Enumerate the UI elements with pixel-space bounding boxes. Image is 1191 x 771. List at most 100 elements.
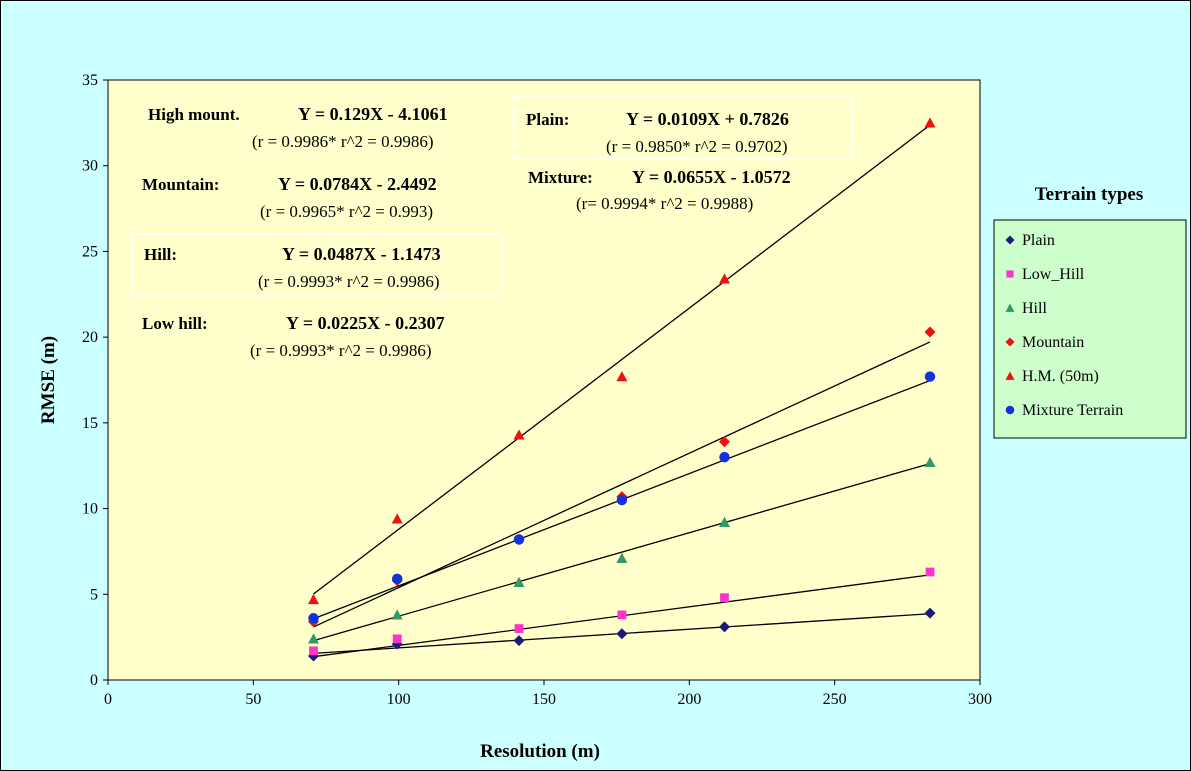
annotation-low-hill-formula: Y = 0.0225X - 0.2307 [286, 313, 445, 333]
annotation-hill-formula: Y = 0.0487X - 1.1473 [282, 244, 441, 264]
point-hill [513, 576, 525, 587]
point-low-hill [925, 567, 935, 577]
annotation-plain-formula: Y = 0.0109X + 0.7826 [626, 109, 789, 129]
legend-marker-mixture-terrain [1005, 405, 1015, 415]
legend: Plain Low_Hill Hill Mountain H.M. (50m) Mixtu… [1005, 232, 1123, 419]
annotation-high-mount-stats: (r = 0.9986* r^2 = 0.9986) [252, 132, 434, 151]
point-mountain [924, 326, 936, 338]
annotation-mixture-name: Mixture: [528, 168, 593, 187]
point-h-m-50m [616, 371, 628, 382]
point-mixture-terrain [391, 573, 403, 585]
point-mixture-terrain [924, 371, 936, 382]
point-low-hill [309, 646, 318, 656]
y-tick-label: 10 [82, 501, 98, 518]
annotation-hill-name: Hill: [144, 245, 177, 264]
legend-marker-low-hill [1006, 270, 1014, 278]
point-hill [719, 516, 731, 527]
annotation-high-mount-name: High mount. [148, 105, 240, 124]
x-tick-label: 250 [823, 691, 847, 708]
point-mixture-terrain [719, 451, 730, 463]
point-plain [719, 621, 731, 633]
point-hill [924, 456, 936, 467]
x-tick-label: 150 [532, 691, 556, 708]
point-h-m-50m [513, 429, 525, 440]
x-tick-label: 0 [104, 691, 112, 708]
fit-line-h-m-50m [313, 124, 931, 595]
legend-item-mixture-terrain: Mixture Terrain [1005, 402, 1123, 419]
annotation-hill: Hill: Y = 0.0487X - 1.1473 (r = 0.9993* … [131, 233, 503, 297]
fit-line-hill [313, 462, 931, 642]
legend-label-hill: Hill [1022, 300, 1047, 317]
annotation-low-hill: Low hill: Y = 0.0225X - 0.2307 (r = 0.99… [142, 313, 445, 360]
y-tick-label: 35 [82, 72, 98, 89]
y-tick-label: 30 [82, 158, 98, 175]
legend-label-plain: Plain [1022, 232, 1055, 249]
point-plain [616, 628, 628, 640]
annotation-hill-stats: (r = 0.9993* r^2 = 0.9986) [258, 272, 440, 291]
x-axis-title: Resolution (m) [480, 741, 600, 762]
axis-ticks: 0 50 100 150 200 250 300 0 5 10 15 20 25 30 35 [82, 72, 992, 708]
legend-item-low-hill: Low_Hill [1006, 266, 1085, 283]
annotation-high-mount: High mount. Y = 0.129X - 4.1061 (r = 0.9… [148, 104, 448, 151]
point-low-hill [392, 634, 402, 644]
annotation-mountain-formula: Y = 0.0784X - 2.4492 [278, 174, 437, 194]
legend-marker-h-m-50m [1005, 371, 1015, 380]
annotation-hill-box [131, 233, 503, 297]
point-hill [391, 609, 403, 620]
point-mountain [719, 436, 731, 448]
point-plain [924, 607, 936, 619]
legend-marker-mountain [1005, 337, 1015, 347]
annotation-low-hill-stats: (r = 0.9993* r^2 = 0.9986) [250, 341, 432, 360]
annotation-mountain-name: Mountain: [142, 175, 219, 194]
legend-label-mixture-terrain: Mixture Terrain [1022, 402, 1123, 419]
point-h-m-50m [924, 117, 936, 128]
y-tick-label: 15 [82, 415, 98, 432]
annotation-high-mount-formula: Y = 0.129X - 4.1061 [298, 104, 448, 124]
legend-item-hill: Hill [1005, 300, 1047, 317]
point-mixture-terrain [308, 613, 319, 624]
point-h-m-50m [308, 593, 320, 605]
y-tick-label: 25 [82, 243, 98, 260]
y-axis-title: RMSE (m) [38, 336, 59, 424]
point-low-hill [617, 610, 627, 620]
legend-label-h-m-50m: H.M. (50m) [1022, 368, 1099, 385]
point-h-m-50m [391, 513, 403, 524]
data-markers [308, 117, 936, 662]
y-tick-label: 5 [90, 586, 98, 603]
point-h-m-50m [719, 273, 731, 284]
annotation-mountain-stats: (r = 0.9965* r^2 = 0.993) [260, 202, 433, 221]
point-plain [513, 635, 525, 647]
y-tick-label: 0 [90, 672, 98, 689]
legend-title: Terrain types [1035, 184, 1144, 205]
legend-item-mountain: Mountain [1005, 334, 1084, 351]
x-tick-label: 300 [968, 691, 992, 708]
x-tick-label: 200 [677, 691, 701, 708]
annotation-low-hill-name: Low hill: [142, 314, 208, 333]
point-hill [308, 633, 320, 644]
legend-marker-plain [1005, 235, 1015, 245]
point-mixture-terrain [513, 534, 525, 545]
legend-marker-hill [1005, 303, 1015, 312]
plot-area [107, 79, 981, 681]
annotation-plain-box [513, 96, 853, 160]
legend-label-mountain: Mountain [1022, 334, 1084, 351]
x-tick-label: 100 [387, 691, 411, 708]
legend-item-plain: Plain [1005, 232, 1055, 249]
annotation-plain: Plain: Y = 0.0109X + 0.7826 (r = 0.9850*… [513, 96, 853, 160]
point-low-hill [514, 624, 524, 633]
point-low-hill [720, 593, 729, 603]
annotation-plain-stats: (r = 0.9850* r^2 = 0.9702) [606, 137, 788, 156]
annotation-mixture-stats: (r= 0.9994* r^2 = 0.9988) [576, 194, 753, 213]
point-mixture-terrain [616, 494, 628, 506]
x-tick-label: 50 [245, 691, 261, 708]
annotation-mountain: Mountain: Y = 0.0784X - 2.4492 (r = 0.99… [142, 174, 437, 221]
point-hill [616, 552, 628, 563]
annotation-plain-name: Plain: [526, 110, 569, 129]
annotation-mixture-formula: Y = 0.0655X - 1.0572 [632, 167, 791, 187]
annotation-mixture: Mixture: Y = 0.0655X - 1.0572 (r= 0.9994… [528, 167, 791, 213]
y-tick-label: 20 [82, 329, 98, 346]
legend-label-low-hill: Low_Hill [1022, 266, 1085, 283]
legend-item-h-m-50m: H.M. (50m) [1005, 368, 1099, 385]
legend-box [993, 219, 1187, 439]
